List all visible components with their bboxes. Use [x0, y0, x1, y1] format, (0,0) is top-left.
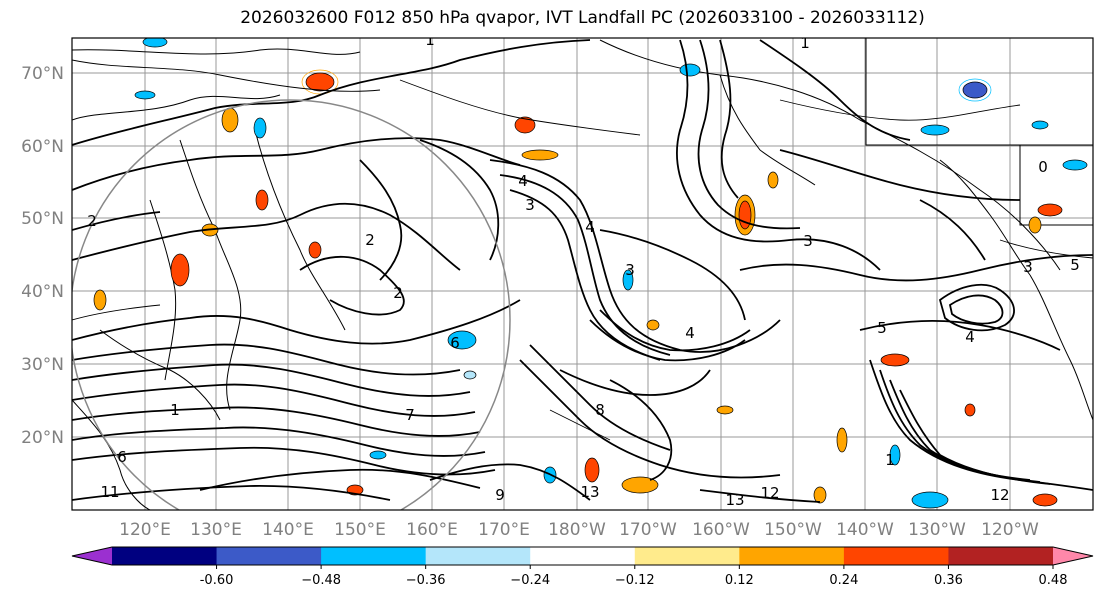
longitude-label: 140°E: [262, 520, 314, 540]
ivt-contours: [72, 39, 1093, 503]
map-title: 2026032600 F012 850 hPa qvapor, IVT Land…: [240, 8, 925, 28]
contour-label: 3: [625, 261, 635, 279]
latitude-label: 60°N: [21, 137, 64, 157]
colorbar-extend-max: [1053, 547, 1093, 565]
contour-label: 1: [425, 31, 435, 49]
contour-label: 11: [100, 483, 119, 501]
longitude-label: 120°E: [119, 520, 171, 540]
longitude-label: 120°W: [981, 520, 1039, 540]
plot-area: [72, 38, 1093, 510]
colorbar-segment: [948, 547, 1054, 565]
colorbar-tick-label: 0.48: [1039, 573, 1068, 588]
longitude-label: 130°W: [908, 520, 966, 540]
colorbar-tick-label: 0.24: [829, 573, 858, 588]
latitude-label: 30°N: [21, 355, 64, 375]
contour-label: 13: [580, 483, 599, 501]
colorbar-tick-label: −0.36: [406, 573, 446, 588]
latitude-label: 70°N: [21, 64, 64, 84]
thin-contours: [72, 59, 1093, 441]
contour-label: 2: [393, 284, 403, 302]
contour-label: 8: [595, 401, 605, 419]
colorbar-segment: [530, 547, 636, 565]
colorbar-segment: [425, 547, 531, 565]
longitude-label: 160°W: [692, 520, 750, 540]
contour-label: 12: [990, 486, 1009, 504]
contour-label: 6: [117, 448, 127, 466]
contour-label: 12: [760, 484, 779, 502]
contour-label: 4: [518, 172, 528, 190]
contour-label: 1: [800, 34, 810, 52]
colorbar-tick-label: −0.48: [301, 573, 341, 588]
contour-label: 6: [450, 334, 460, 352]
colorbar-tick-label: −0.24: [510, 573, 550, 588]
contour-label: 9: [495, 486, 505, 504]
colorbar-tick-label: −0.12: [615, 573, 655, 588]
plot-frame: [71, 37, 1094, 511]
colorbar-segment: [739, 547, 845, 565]
colorbar-tick-label: 0.36: [934, 573, 963, 588]
longitude-labels: 120°E 130°E 140°E 150°E 160°E 170°E 180°W 170°W…: [119, 520, 1039, 540]
qvapor-shading: [93, 38, 1088, 509]
colorbar-outline: [71, 546, 1094, 566]
latitude-label: 50°N: [21, 209, 64, 229]
latitude-label: 20°N: [21, 428, 64, 448]
contour-label: 2: [365, 231, 375, 249]
longitude-label: 140°W: [836, 520, 894, 540]
contour-label: 13: [725, 491, 744, 509]
contour-label: 3: [1023, 258, 1033, 276]
longitude-label: 160°E: [406, 520, 458, 540]
contour-label: 0: [1038, 158, 1048, 176]
contour-label: 5: [877, 319, 887, 337]
longitude-label: 130°E: [190, 520, 242, 540]
colorbar-segment: [321, 547, 427, 565]
colorbar-segment: [634, 547, 740, 565]
contour-label: 2: [87, 212, 97, 230]
contour-label: 4: [685, 324, 695, 342]
longitude-label: 150°E: [334, 520, 386, 540]
contour-label: 1: [885, 451, 895, 469]
longitude-label: 170°W: [619, 520, 677, 540]
latitude-label: 40°N: [21, 282, 64, 302]
latitude-labels: 70°N 60°N 50°N 40°N 30°N 20°N: [21, 64, 64, 448]
contour-label: 5: [1070, 256, 1080, 274]
colorbar: -0.60 −0.48 −0.36 −0.24 −0.12 0.12 0.24 0.36 0.4…: [71, 546, 1094, 588]
longitude-label: 170°E: [478, 520, 530, 540]
contour-label: 7: [405, 406, 415, 424]
colorbar-segment: [216, 547, 322, 565]
colorbar-tick-label: -0.60: [200, 573, 234, 588]
colorbar-segment: [112, 547, 218, 565]
contour-label: 4: [585, 218, 595, 236]
colorbar-extend-min: [72, 547, 112, 565]
longitude-label: 150°W: [764, 520, 822, 540]
landfall-circle: [72, 99, 511, 510]
longitude-label: 180°W: [548, 520, 606, 540]
contour-label: 3: [525, 196, 535, 214]
colorbar-segment: [843, 547, 949, 565]
contour-label: 1: [170, 401, 180, 419]
colorbar-tick-label: 0.12: [725, 573, 754, 588]
contour-label: 4: [965, 328, 975, 346]
contour-label: 3: [803, 232, 813, 250]
